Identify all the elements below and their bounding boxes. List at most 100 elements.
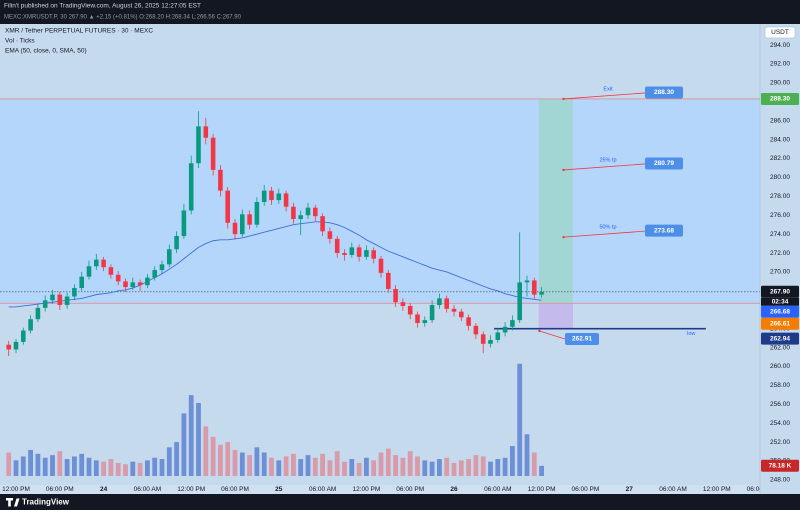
volume-bar <box>320 453 325 476</box>
x-tick-label: 24 <box>100 486 108 493</box>
price-badge <box>761 92 799 105</box>
y-tick-label: 282.00 <box>770 155 790 162</box>
volume-bar <box>145 460 150 476</box>
x-tick-label: 12:00 PM <box>528 486 556 493</box>
candle-body <box>473 325 479 335</box>
volume-bar <box>6 452 12 476</box>
volume-bar <box>137 462 143 476</box>
y-tick-label: 294.00 <box>770 42 790 49</box>
x-tick-label: 06:00 PM <box>221 486 249 493</box>
volume-bar <box>108 459 114 476</box>
candle-body <box>57 294 63 306</box>
x-tick-label: 12:00 PM <box>703 486 731 493</box>
volume-bar <box>356 462 362 476</box>
volume-bar <box>371 460 377 476</box>
x-tick-label: 12:00 PM <box>352 486 380 493</box>
y-tick-label: 260.00 <box>770 363 790 370</box>
callout-text: Exit <box>603 86 613 92</box>
volume-bar <box>101 461 106 476</box>
symbol-line: MEXC:XMRUSDT.P, 30 267.90 ▲ +2.15 (+0.81… <box>4 15 242 21</box>
price-badge-label: 266.61 <box>770 321 790 328</box>
y-tick-label: 278.00 <box>770 193 790 200</box>
callout-price: 262.91 <box>572 336 592 343</box>
candle-body <box>378 258 384 273</box>
countdown: 02:34 <box>772 299 789 306</box>
brand-logo <box>6 498 20 507</box>
volume-bar <box>28 449 33 476</box>
candle-body <box>72 288 77 297</box>
y-tick-label: 262.00 <box>770 344 790 351</box>
candle-body <box>429 305 435 321</box>
callout-box <box>645 224 683 237</box>
candle-body <box>254 201 260 225</box>
volume-bar <box>188 395 194 476</box>
candle-body <box>342 253 347 255</box>
volume-bar <box>93 460 99 476</box>
x-tick-label: 06:00 AM <box>309 486 336 493</box>
x-tick-label: 26 <box>450 486 458 493</box>
candle-body <box>502 326 508 333</box>
x-tick-label: 06:00 AM <box>134 486 161 493</box>
callout-line <box>539 330 566 340</box>
x-tick-label: 06:00 PM <box>396 486 424 493</box>
candle-body <box>488 339 493 344</box>
volume-bar <box>225 442 231 476</box>
candle-body <box>101 259 106 268</box>
callout-box <box>645 86 683 99</box>
volume-bar <box>203 426 209 476</box>
candle-body <box>167 249 172 265</box>
y-tick-label: 258.00 <box>770 382 790 389</box>
y-tick-label: 290.00 <box>770 80 790 87</box>
y-tick-label: 270.00 <box>770 269 790 276</box>
price-badge-label: 267.90 <box>770 289 790 296</box>
volume-bar <box>254 447 260 476</box>
candle-body <box>480 334 486 344</box>
x-tick-label: 06:00 AM <box>484 486 511 493</box>
callout-price: 273.68 <box>654 227 674 234</box>
candle-body <box>459 311 464 318</box>
volume-bar <box>539 465 544 476</box>
candle-body <box>313 207 318 217</box>
candle-body <box>6 344 11 350</box>
volume-bar <box>196 402 201 476</box>
candle-body <box>210 137 216 170</box>
candle-body <box>269 190 274 201</box>
volume-bar <box>239 452 245 476</box>
position-loss-zone <box>538 303 573 329</box>
volume-bar <box>349 459 355 476</box>
volume-bar <box>86 457 92 476</box>
candle-body <box>524 280 530 283</box>
volume-bar <box>218 444 223 476</box>
candle-body <box>225 190 230 223</box>
y-tick-label: 292.00 <box>770 61 790 68</box>
volume-bar <box>517 363 523 476</box>
brand-name: TradingView <box>22 498 70 507</box>
candle-body <box>21 330 26 342</box>
candle-body <box>137 282 143 286</box>
volume-bar <box>437 459 442 476</box>
candle-body <box>218 169 223 191</box>
volume-bar <box>42 457 48 476</box>
candle-body <box>115 274 121 282</box>
volume-bar <box>72 456 77 476</box>
y-tick-label: 286.00 <box>770 117 790 124</box>
legend-volume: Vol · Ticks <box>5 38 35 45</box>
unit-box <box>764 26 796 39</box>
candle-body <box>407 305 413 315</box>
volume-bar <box>495 459 501 476</box>
volume-bar <box>79 453 85 476</box>
price-badge-label: 266.68 <box>770 309 790 316</box>
candle-body <box>42 300 48 308</box>
volume-bar <box>502 457 508 476</box>
volume-bar <box>13 460 19 476</box>
volume-bar <box>524 434 530 476</box>
candle-body <box>466 317 471 326</box>
legend-title: XMR / Tether PERPETUAL FUTURES · 30 · ME… <box>5 28 153 35</box>
time-axis <box>0 485 800 494</box>
y-tick-label: 284.00 <box>770 136 790 143</box>
ema-line <box>8 221 542 308</box>
price-badge-label: 262.94 <box>770 335 790 342</box>
volume-bar <box>57 451 63 476</box>
y-tick-label: 272.00 <box>770 250 790 257</box>
volume-bar <box>210 436 216 476</box>
